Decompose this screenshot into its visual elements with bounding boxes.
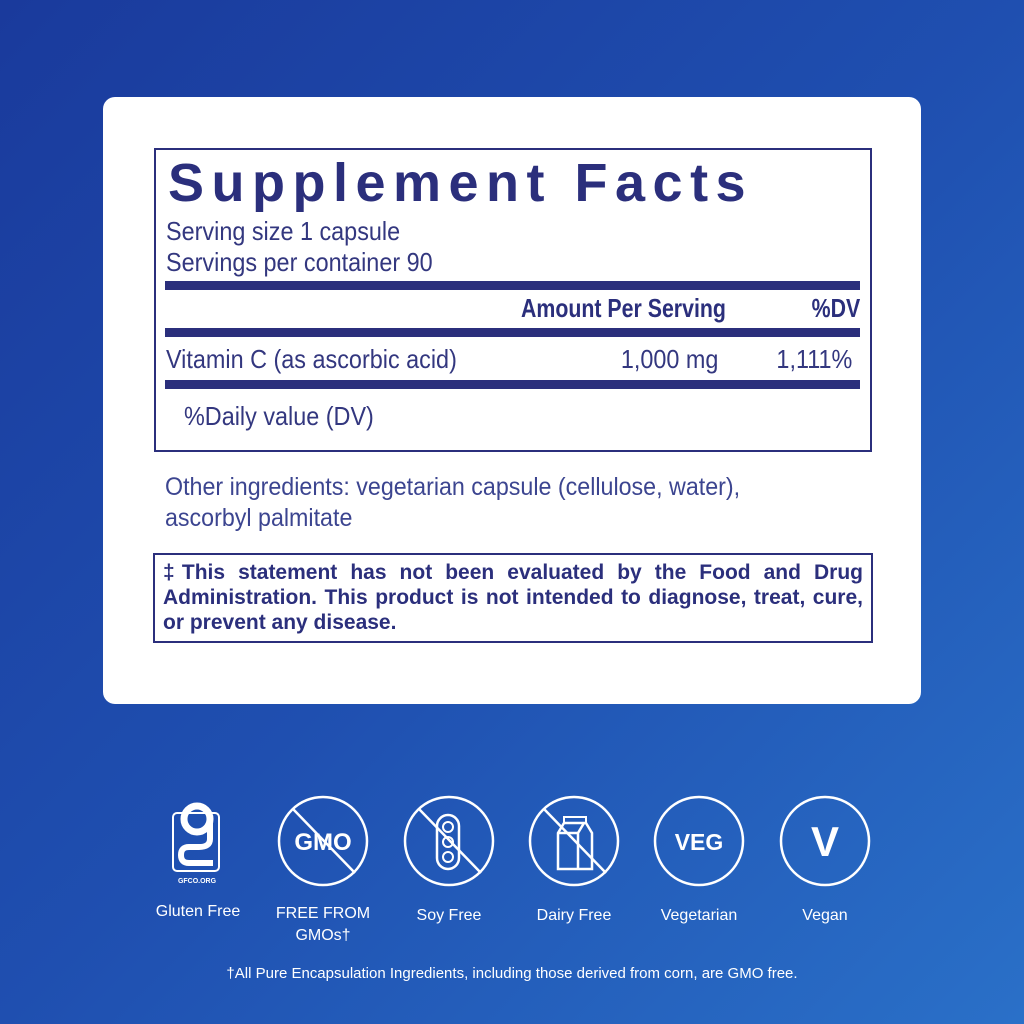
badge-vegetarian: VEG Vegetarian (639, 795, 759, 927)
serving-size: Serving size 1 capsule (166, 216, 401, 246)
badge-dairy-free: Dairy Free (514, 795, 634, 927)
badge-label: Gluten Free (155, 903, 241, 920)
divider-bar (165, 380, 860, 389)
badge-label: Soy Free (416, 907, 482, 924)
dv-header: %DV (811, 293, 860, 323)
other-ingredients: Other ingredients: vegetarian capsule (c… (165, 472, 740, 534)
other-ingredients-line: ascorbyl palmitate (165, 504, 353, 532)
badge-gluten-free: GFCO.ORG Gluten Free (138, 795, 258, 923)
nutrient-name: Vitamin C (as ascorbic acid) (166, 344, 457, 374)
gluten-free-icon: GFCO.ORG (172, 802, 220, 885)
badge-label: Vegan (802, 907, 848, 924)
nutrient-dv: 1,111% (776, 344, 852, 374)
svg-text:GMO: GMO (294, 829, 351, 856)
amount-header: Amount Per Serving (521, 293, 726, 323)
gmo-footnote: †All Pure Encapsulation Ingredients, inc… (226, 965, 798, 982)
badge-soy-free: Soy Free (389, 795, 509, 927)
divider-bar (165, 328, 860, 337)
vegan-icon: V (779, 795, 871, 887)
soy-free-icon (403, 795, 495, 887)
divider-bar (165, 281, 860, 290)
facts-title: Supplement Facts (168, 153, 754, 213)
nutrient-amount: 1,000 mg (620, 344, 718, 374)
svg-text:GFCO.ORG: GFCO.ORG (178, 878, 217, 885)
gmo-free-icon: GMO (277, 795, 369, 887)
badge-gmo-free: GMO FREE FROM GMOs† (263, 795, 383, 947)
badge-label: Vegetarian (660, 907, 738, 924)
vegetarian-icon: VEG (653, 795, 745, 887)
supplement-facts-panel: Supplement Facts Serving size 1 capsule … (154, 148, 872, 452)
badge-label: Dairy Free (536, 907, 612, 924)
other-ingredients-line: Other ingredients: vegetarian capsule (c… (165, 473, 741, 501)
fda-disclaimer: ‡This statement has not been evaluated b… (153, 553, 873, 643)
badge-vegan: V Vegan (765, 795, 885, 927)
dv-footnote: %Daily value (DV) (184, 401, 374, 431)
dairy-free-icon (528, 795, 620, 887)
svg-text:VEG: VEG (675, 829, 724, 855)
badge-label: FREE FROM GMOs† (275, 905, 371, 944)
svg-text:V: V (811, 818, 839, 865)
servings-per-container: Servings per container 90 (166, 247, 433, 277)
supplement-label-card: Supplement Facts Serving size 1 capsule … (103, 97, 921, 704)
